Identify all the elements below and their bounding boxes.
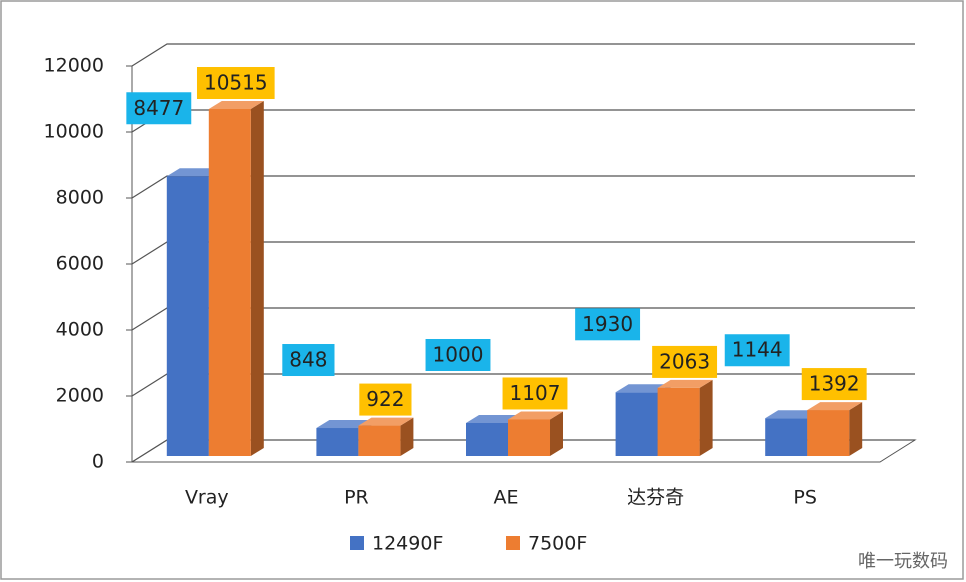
- bar: [166, 176, 209, 456]
- bar-top: [358, 417, 414, 426]
- data-label-text: 1107: [510, 381, 561, 405]
- data-label-box: [425, 339, 491, 371]
- y-tick-label: 12000: [44, 55, 104, 77]
- x-tick-label: PR: [344, 487, 369, 509]
- x-tick-label: PS: [793, 487, 817, 509]
- bar-side: [849, 402, 863, 456]
- data-label: 2063: [652, 345, 718, 378]
- bar-side: [250, 101, 264, 456]
- bar-side: [400, 417, 414, 456]
- legend-label: 12490F: [372, 533, 443, 555]
- bar-top: [807, 402, 863, 411]
- bar: [807, 410, 850, 456]
- data-label-box: [502, 377, 568, 410]
- bar-top: [615, 384, 671, 393]
- x-tick-label: AE: [493, 487, 518, 509]
- bar-top: [765, 410, 821, 419]
- y-tick-label: 8000: [56, 187, 104, 209]
- bar-top: [657, 379, 713, 388]
- x-tick-label: 达芬奇: [627, 487, 684, 509]
- bar-top: [316, 420, 372, 429]
- data-label-box: [801, 368, 867, 401]
- bar: [657, 387, 700, 456]
- data-label: 10515: [196, 67, 275, 100]
- bar-side: [550, 411, 563, 456]
- bar: [316, 428, 359, 456]
- watermark: 唯一玩数码: [858, 551, 948, 572]
- data-label-box: [652, 345, 718, 378]
- data-label-text: 10515: [204, 71, 268, 95]
- data-label-box: [724, 334, 790, 367]
- data-label-box: [196, 67, 275, 100]
- data-label: 922: [359, 383, 412, 416]
- bar-side: [699, 379, 713, 456]
- bar: [208, 109, 251, 456]
- legend-swatch: [350, 536, 364, 550]
- data-label-text: 8477: [133, 96, 184, 120]
- bar-top: [466, 415, 521, 423]
- data-label: 1144: [724, 334, 790, 367]
- y-tick-label: 6000: [56, 253, 104, 275]
- bar-top: [508, 411, 563, 420]
- data-label: 1392: [801, 368, 867, 401]
- grid-line: [131, 175, 915, 199]
- data-label-text: 1000: [433, 343, 484, 367]
- data-label-text: 1144: [732, 338, 783, 362]
- bar-top: [208, 101, 264, 110]
- data-label-text: 1930: [582, 312, 633, 336]
- data-label-text: 848: [289, 348, 327, 372]
- data-label-box: [359, 383, 412, 416]
- y-tick-label: 10000: [44, 121, 104, 143]
- data-label: 1107: [502, 377, 568, 410]
- bar: [615, 392, 658, 456]
- bar: [765, 418, 808, 456]
- legend-swatch: [506, 536, 520, 550]
- data-label: 1000: [425, 339, 491, 371]
- y-tick-label: 0: [92, 451, 104, 473]
- data-label-box: [126, 92, 192, 125]
- bar: [358, 425, 401, 456]
- bar: [508, 419, 550, 456]
- data-label: 848: [282, 344, 335, 377]
- bar: [466, 423, 508, 456]
- data-label-text: 922: [366, 387, 404, 411]
- data-label: 1930: [575, 308, 641, 341]
- data-label-box: [575, 308, 641, 341]
- bar-top: [166, 168, 222, 177]
- grid-line: [131, 43, 915, 67]
- data-label-box: [282, 344, 335, 377]
- y-tick-label: 2000: [56, 385, 104, 407]
- data-label-text: 2063: [659, 349, 710, 373]
- y-tick-label: 4000: [56, 319, 104, 341]
- data-label: 8477: [126, 92, 192, 125]
- data-label-text: 1392: [809, 372, 860, 396]
- legend-label: 7500F: [528, 533, 587, 555]
- x-tick-label: Vray: [185, 487, 229, 509]
